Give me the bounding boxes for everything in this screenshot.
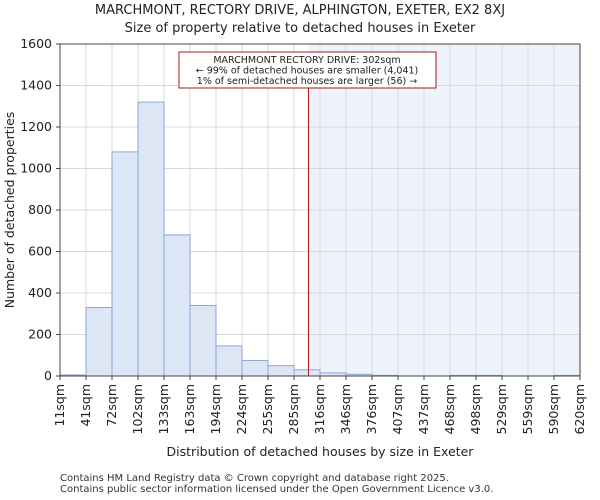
y-axis-label: Number of detached properties [2, 112, 17, 309]
histogram-bar [267, 365, 295, 377]
footer-line-2: Contains public sector information licen… [60, 484, 494, 495]
histogram-bar [111, 151, 139, 377]
x-tick-label: 590sqm [546, 384, 561, 434]
x-tick-label: 437sqm [416, 384, 431, 434]
x-tick-label: 407sqm [390, 384, 405, 434]
x-tick-label: 620sqm [572, 384, 587, 434]
chart-subtitle: Size of property relative to detached ho… [124, 21, 476, 36]
y-tick-label: 1400 [20, 78, 52, 93]
histogram-bar [293, 369, 321, 377]
y-tick-label: 200 [28, 327, 52, 342]
x-tick-label: 163sqm [182, 384, 197, 434]
histogram-bar [163, 234, 191, 377]
x-tick-label: 255sqm [260, 384, 275, 434]
y-tick-label: 600 [28, 244, 52, 259]
x-tick-label: 194sqm [208, 384, 223, 434]
annotation-box [178, 51, 437, 89]
y-tick-label: 1200 [20, 119, 52, 134]
x-tick-label: 224sqm [234, 384, 249, 434]
histogram-bar [85, 307, 113, 377]
chart-title: MARCHMONT, RECTORY DRIVE, ALPHINGTON, EX… [94, 3, 506, 18]
annotation-line: MARCHMONT RECTORY DRIVE: 302sqm [213, 55, 400, 66]
x-tick-label: 41sqm [78, 384, 93, 427]
x-tick-label: 133sqm [156, 384, 171, 434]
histogram-bar [137, 101, 165, 377]
x-tick-label: 346sqm [338, 384, 353, 434]
x-tick-label: 11sqm [52, 384, 67, 427]
y-tick-label: 0 [44, 368, 52, 383]
y-tick-label: 1000 [20, 161, 52, 176]
x-tick-label: 498sqm [468, 384, 483, 434]
histogram-bar [189, 304, 217, 377]
x-tick-label: 559sqm [520, 384, 535, 434]
y-tick-label: 800 [28, 202, 52, 217]
x-tick-label: 72sqm [104, 384, 119, 427]
histogram-bar [241, 359, 269, 377]
x-tick-label: 376sqm [364, 384, 379, 434]
x-axis-label: Distribution of detached houses by size … [167, 444, 475, 459]
x-tick-label: 468sqm [442, 384, 457, 434]
footer-line-1: Contains HM Land Registry data © Crown c… [60, 473, 449, 484]
histogram-bar [215, 345, 243, 377]
x-tick-label: 529sqm [494, 384, 509, 434]
annotation-line: 1% of semi-detached houses are larger (5… [197, 76, 417, 87]
annotation-line: ← 99% of detached houses are smaller (4,… [196, 66, 419, 77]
y-tick-label: 400 [28, 285, 52, 300]
x-tick-label: 102sqm [130, 384, 145, 434]
y-tick-label: 1600 [20, 36, 52, 51]
x-tick-label: 316sqm [312, 384, 327, 434]
x-tick-label: 285sqm [286, 384, 301, 434]
